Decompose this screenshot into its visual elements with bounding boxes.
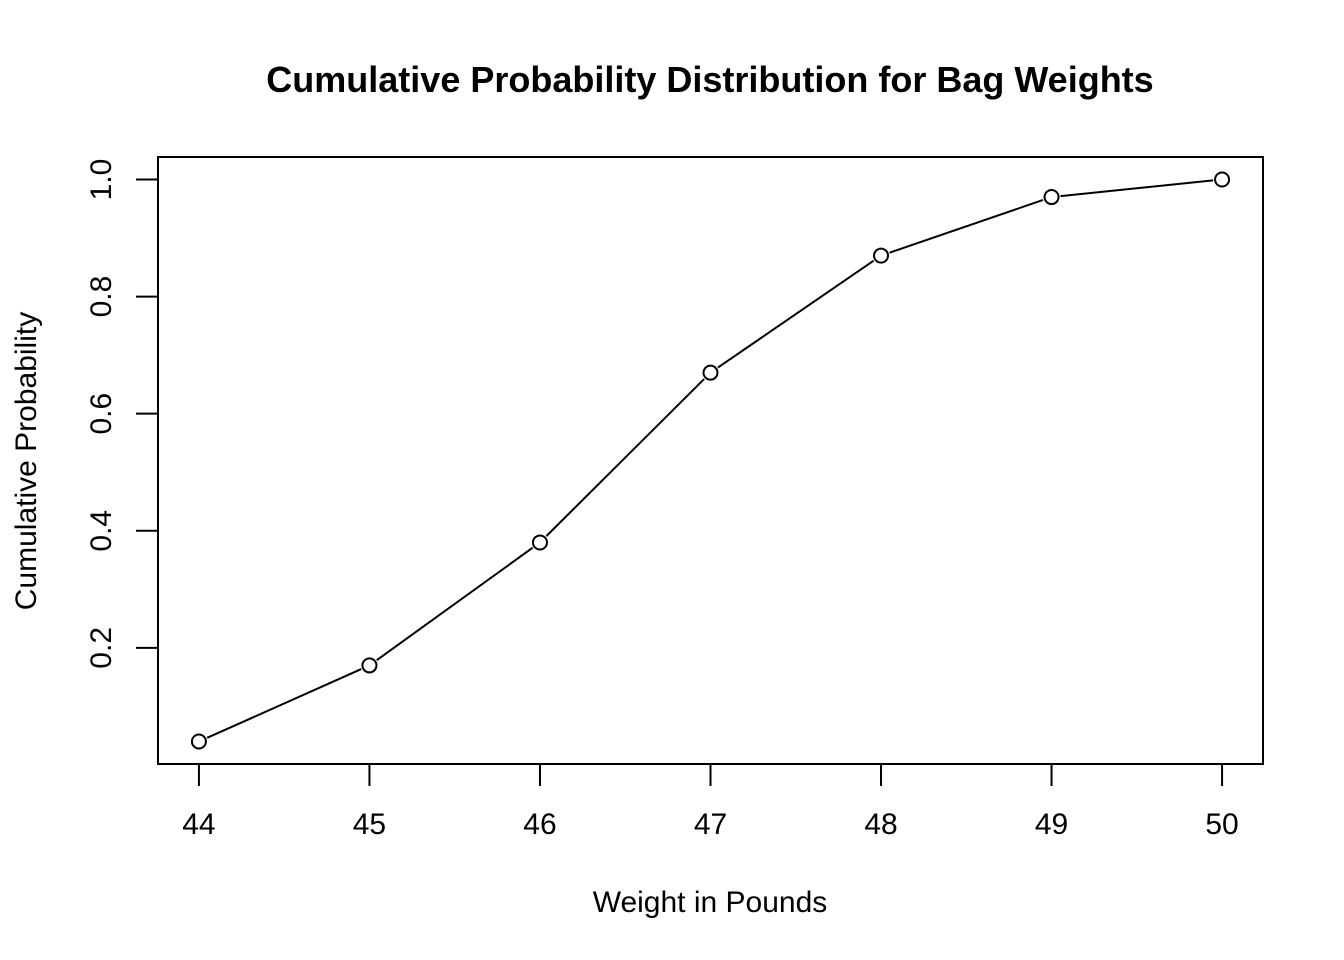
x-tick-label: 48 — [864, 808, 897, 841]
x-tick-label: 45 — [353, 808, 386, 841]
x-tick-label: 44 — [182, 808, 215, 841]
y-tick-label: 1.0 — [85, 159, 118, 201]
y-tick-label: 0.2 — [85, 627, 118, 669]
data-point — [1043, 189, 1060, 206]
x-tick-label: 46 — [523, 808, 556, 841]
y-axis-label: Cumulative Probability — [10, 312, 43, 610]
series-line-segment — [545, 378, 705, 537]
series-line-segment — [889, 199, 1044, 254]
y-axis: 0.2 0.4 0.6 0.8 1.0 — [85, 159, 159, 669]
x-tick-label: 47 — [694, 808, 727, 841]
chart-title: Cumulative Probability Distribution for … — [266, 59, 1153, 100]
data-point — [531, 534, 548, 551]
series-line-segment — [1060, 179, 1214, 198]
y-tick-label: 0.8 — [85, 276, 118, 318]
y-tick-label: 0.6 — [85, 393, 118, 435]
series-line-segment — [376, 546, 534, 661]
data-point — [1214, 171, 1231, 188]
x-axis: 44 45 46 47 48 49 50 — [182, 763, 1239, 841]
y-tick-label: 0.4 — [85, 510, 118, 552]
x-tick-label: 50 — [1205, 808, 1238, 841]
data-point — [873, 247, 890, 264]
series-group — [190, 171, 1231, 750]
data-point — [361, 657, 378, 674]
plot-frame — [157, 156, 1264, 765]
x-tick-label: 49 — [1035, 808, 1068, 841]
data-point — [190, 733, 207, 750]
x-axis-label: Weight in Pounds — [593, 886, 828, 919]
series-line-segment — [717, 259, 875, 369]
series-line-segment — [206, 668, 362, 739]
data-point — [702, 364, 719, 381]
